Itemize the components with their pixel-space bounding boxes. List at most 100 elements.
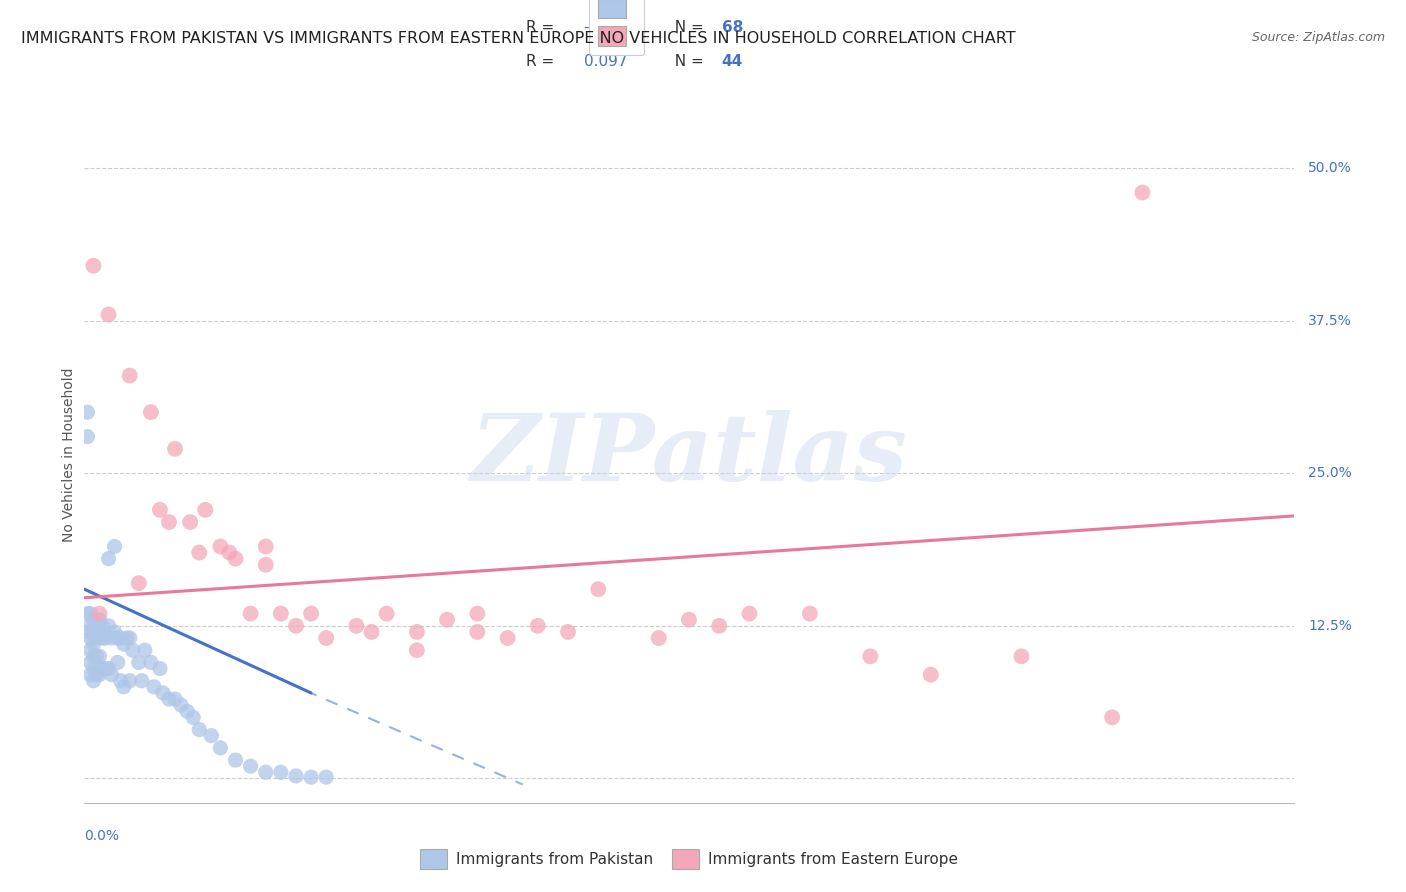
- Point: [91, 619, 114, 633]
- Point: [97, 551, 120, 566]
- Point: [360, 624, 382, 639]
- Point: [678, 613, 700, 627]
- Point: [100, 667, 122, 681]
- Point: [406, 643, 429, 657]
- Point: [104, 540, 127, 554]
- Point: [165, 692, 187, 706]
- Point: [467, 607, 489, 621]
- Point: [110, 631, 132, 645]
- Point: [254, 558, 277, 572]
- Point: [176, 704, 198, 718]
- Text: 68: 68: [721, 20, 742, 35]
- Point: [165, 442, 187, 456]
- Point: [1130, 186, 1153, 200]
- Point: [115, 631, 138, 645]
- Point: [112, 637, 135, 651]
- Point: [86, 619, 108, 633]
- Point: [170, 698, 193, 713]
- Point: [79, 619, 101, 633]
- Text: N =: N =: [665, 20, 709, 35]
- Point: [315, 770, 337, 784]
- Point: [118, 631, 141, 645]
- Text: 25.0%: 25.0%: [1308, 467, 1351, 480]
- Point: [82, 649, 104, 664]
- Text: 50.0%: 50.0%: [1308, 161, 1351, 175]
- Point: [225, 551, 247, 566]
- Point: [128, 576, 150, 591]
- Point: [181, 710, 204, 724]
- Point: [738, 607, 761, 621]
- Point: [118, 673, 141, 688]
- Point: [82, 624, 104, 639]
- Point: [131, 673, 153, 688]
- Point: [467, 624, 489, 639]
- Point: [254, 540, 277, 554]
- Point: [179, 515, 201, 529]
- Point: [110, 673, 132, 688]
- Point: [104, 624, 127, 639]
- Point: [218, 545, 240, 559]
- Point: [89, 624, 111, 639]
- Text: 44: 44: [721, 54, 742, 70]
- Point: [79, 667, 101, 681]
- Point: [527, 619, 550, 633]
- Point: [82, 637, 104, 651]
- Point: [920, 667, 942, 681]
- Point: [100, 631, 122, 645]
- Point: [107, 631, 129, 645]
- Point: [375, 607, 398, 621]
- Point: [76, 624, 98, 639]
- Point: [194, 503, 217, 517]
- Point: [79, 656, 101, 670]
- Text: R =: R =: [526, 20, 558, 35]
- Point: [209, 740, 232, 755]
- Point: [139, 405, 162, 419]
- Point: [149, 503, 172, 517]
- Point: [496, 631, 519, 645]
- Text: 37.5%: 37.5%: [1308, 314, 1351, 327]
- Y-axis label: No Vehicles in Household: No Vehicles in Household: [62, 368, 76, 542]
- Point: [157, 692, 180, 706]
- Point: [76, 429, 98, 443]
- Point: [97, 308, 120, 322]
- Point: [107, 656, 129, 670]
- Legend: Immigrants from Pakistan, Immigrants from Eastern Europe: Immigrants from Pakistan, Immigrants fro…: [413, 843, 965, 875]
- Point: [315, 631, 337, 645]
- Point: [188, 723, 211, 737]
- Point: [239, 607, 262, 621]
- Point: [94, 661, 117, 675]
- Text: 12.5%: 12.5%: [1308, 619, 1353, 632]
- Point: [89, 607, 111, 621]
- Point: [209, 540, 232, 554]
- Point: [82, 259, 104, 273]
- Text: 0.097: 0.097: [583, 54, 627, 70]
- Point: [225, 753, 247, 767]
- Text: -0.197: -0.197: [583, 20, 633, 35]
- Point: [152, 686, 174, 700]
- Point: [1101, 710, 1123, 724]
- Point: [91, 661, 114, 675]
- Point: [709, 619, 731, 633]
- Point: [89, 649, 111, 664]
- Point: [97, 661, 120, 675]
- Point: [254, 765, 277, 780]
- Point: [86, 667, 108, 681]
- Point: [139, 656, 162, 670]
- Point: [86, 649, 108, 664]
- Text: Source: ZipAtlas.com: Source: ZipAtlas.com: [1251, 31, 1385, 45]
- Text: IMMIGRANTS FROM PAKISTAN VS IMMIGRANTS FROM EASTERN EUROPE NO VEHICLES IN HOUSEH: IMMIGRANTS FROM PAKISTAN VS IMMIGRANTS F…: [21, 31, 1015, 46]
- Point: [91, 631, 114, 645]
- Point: [76, 405, 98, 419]
- Point: [285, 619, 308, 633]
- Text: 0.0%: 0.0%: [84, 830, 120, 843]
- Point: [648, 631, 671, 645]
- Point: [200, 729, 222, 743]
- Point: [94, 631, 117, 645]
- Point: [79, 607, 101, 621]
- Point: [97, 619, 120, 633]
- Point: [406, 624, 429, 639]
- Text: ZIPatlas: ZIPatlas: [471, 410, 907, 500]
- Point: [89, 613, 111, 627]
- Point: [82, 673, 104, 688]
- Point: [121, 643, 143, 657]
